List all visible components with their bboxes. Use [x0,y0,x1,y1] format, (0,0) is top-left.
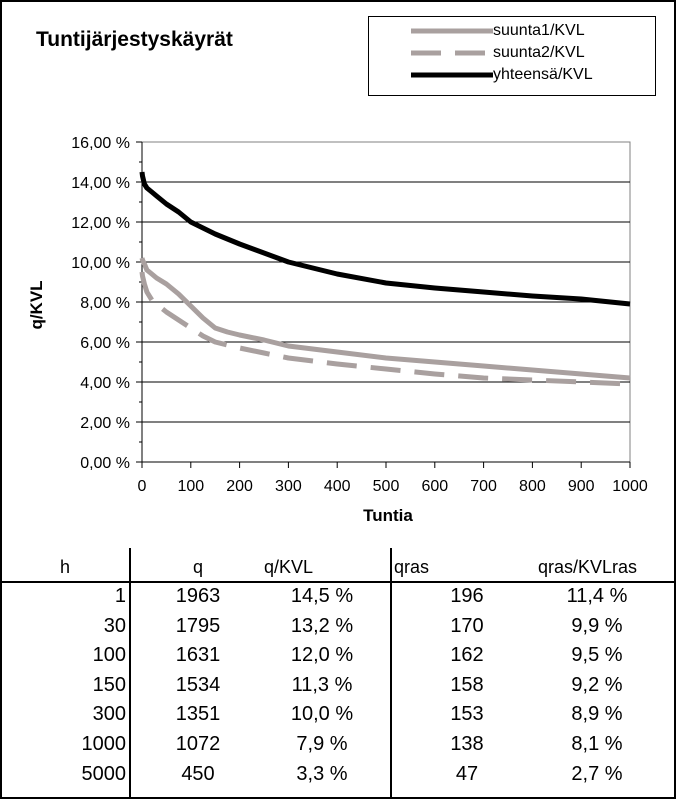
table-cell-qkvl: 7,9 % [296,733,348,755]
table-cell-h: 1000 [81,733,127,755]
series-line-0 [139,257,631,381]
y-tick-label: 6,00 % [80,335,130,352]
chart-legend: suunta1/KVL suunta2/KVL yhteensä/KVL [368,16,656,96]
table-cell-qkvl: 3,3 % [296,762,348,785]
table-cell-qraskvlras: 8,9 % [571,703,623,726]
table-cell-qras: 170 [450,614,484,637]
table-cell-qraskvlras: 9,9 % [571,614,623,637]
table-divider-qkvl [390,548,392,797]
table-header-rule [2,581,674,583]
legend-entry: yhteensä/KVL [369,65,655,85]
table-cell-qraskvlras: 9,5 % [571,644,623,667]
y-tick-label: 14,00 % [71,175,130,192]
table-cell-qkvl: 11,3 % [291,673,353,696]
chart-title: Tuntijärjestyskäyrät [36,28,233,51]
table-cell-qras: 47 [455,762,479,785]
table-header-cell: q [193,557,204,577]
legend-entry: suunta2/KVL [369,43,655,63]
x-tick-label: 1000 [612,478,648,495]
y-tick-label: 0,00 % [80,455,130,472]
x-axis-label: Tuntia [363,506,413,522]
x-tick-label: 100 [177,478,204,495]
x-tick-label: 700 [470,478,497,495]
table-header-cell: qras [394,557,430,577]
legend-swatch [411,28,493,34]
table-cell-qkvl: 12,0 % [290,644,354,667]
y-tick-label: 10,00 % [71,255,130,272]
table-cell-q: 1795 [175,614,221,637]
x-tick-label: 800 [519,478,546,495]
table-cell-h: 30 [103,614,126,637]
table-cell-q: 1963 [175,585,221,607]
table-cell-qraskvlras: 2,7 % [571,762,623,785]
y-tick-label: 8,00 % [80,295,130,312]
data-table: h q q/KVL qras qras/KVLras 1 1963 14,5 % 196 11,4… [2,541,674,797]
legend-swatch [411,50,493,56]
table-cell-qras: 158 [450,673,484,696]
table-cell-q: 1631 [175,644,221,667]
legend-label: suunta1/KVL [493,22,585,39]
y-tick-label: 4,00 % [80,375,130,392]
table-cell-h: 300 [92,703,126,726]
x-tick-label: 500 [373,478,400,495]
x-tick-label: 900 [568,478,595,495]
table-cell-q: 450 [181,762,215,785]
line-chart: 0,00 % 2,00 % 4,00 % 6,00 % 8,00 % 10,00 % 12,… [27,135,648,522]
x-tick-label: 600 [421,478,448,495]
table-cell-qras: 162 [450,644,484,667]
legend-label: yhteensä/KVL [493,66,593,83]
x-tick-label: 0 [138,478,147,495]
legend-label: suunta2/KVL [493,44,585,61]
y-tick-label: 12,00 % [71,215,130,232]
series-line-2 [139,171,631,307]
table-cell-qras: 196 [450,585,484,607]
table-cell-qkvl: 14,5 % [290,585,354,607]
table-header-cell: q/KVL [264,557,314,577]
table-header-cell: qras/KVLras [538,557,638,577]
table-cell-h: 100 [92,644,126,667]
table-cell-q: 1534 [175,673,221,696]
table-divider-h [129,548,131,797]
table-cell-qraskvlras: 11,4 % [566,585,628,607]
legend-swatch [411,72,493,78]
table-cell-q: 1072 [175,733,221,755]
y-axis-label: q/KVL [27,280,46,329]
table-cell-qkvl: 13,2 % [290,614,354,637]
table-cell-h: 1 [114,585,126,607]
y-tick-label: 16,00 % [71,135,130,152]
legend-entry: suunta1/KVL [369,21,655,41]
table-cell-h: 5000 [81,762,127,785]
series-line-1 [139,271,631,387]
table-cell-qkvl: 10,0 % [290,703,354,726]
table-cell-qras: 153 [450,703,484,726]
x-tick-label: 200 [226,478,253,495]
x-tick-label: 400 [324,478,351,495]
table-cell-h: 150 [92,673,126,696]
table-cell-qras: 138 [450,733,484,755]
y-tick-label: 2,00 % [80,415,130,432]
table-cell-qraskvlras: 8,1 % [571,733,623,755]
x-tick-label: 300 [275,478,302,495]
table-cell-q: 1351 [175,703,221,726]
table-header-cell: h [60,557,71,577]
table-cell-qraskvlras: 9,2 % [571,673,623,696]
